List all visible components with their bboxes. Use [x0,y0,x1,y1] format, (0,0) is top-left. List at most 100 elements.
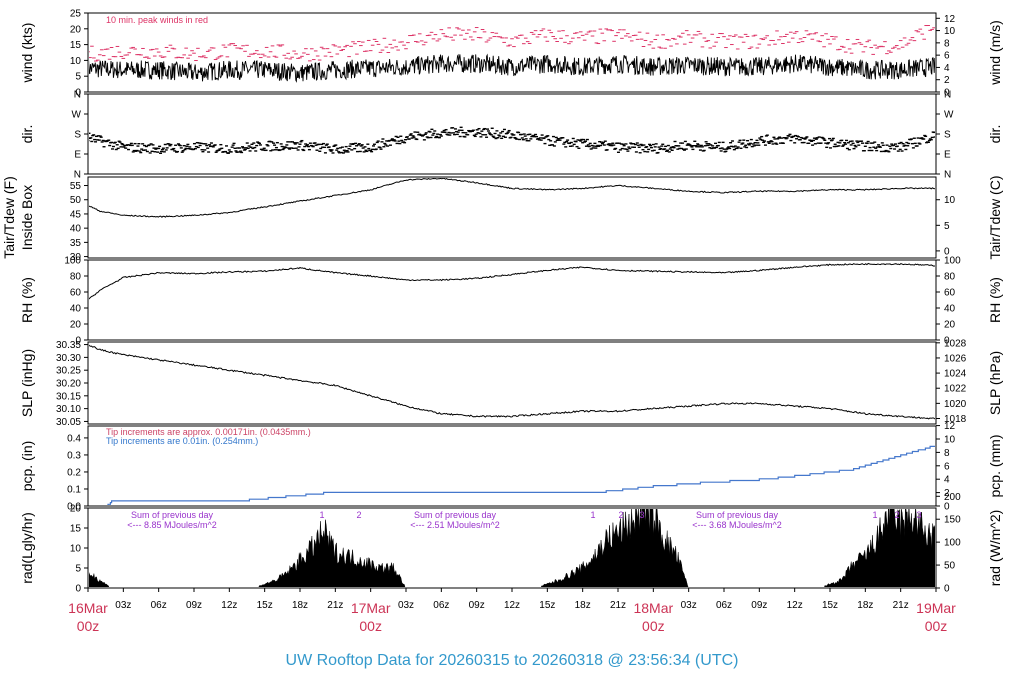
pcp-ytick-label-left: 0.3 [67,450,81,461]
rad-ytick-label-left: 5 [75,564,81,575]
temp-ytick-label-right: 0 [944,246,950,257]
rad-marker: 2 [356,510,361,520]
rh-panel [84,259,940,341]
wind-frame [87,12,937,93]
rad-sum-label: Sum of previous day [131,510,214,520]
pcp-ytick-label-right: 2 [944,488,950,499]
x-tick-label: 21z [893,600,909,611]
pcp-ylabel-right: pcp. (mm) [987,435,1003,498]
x-tick-label: 18z [857,600,873,611]
pcp-ytick-label-left: 0.4 [67,433,81,444]
dir-ytick-label-left: W [72,110,82,121]
slp-ytick-label-left: 30.25 [56,366,81,377]
rad-ytick-label-left: 15 [70,524,82,535]
rh-ylabel-right: RH (%) [987,277,1003,323]
rad-ytick-label-right: 150 [944,515,961,526]
rh-ytick-label-left: 60 [70,288,82,299]
rad-marker: 2 [894,510,899,520]
x-tick-label: 21z [327,600,343,611]
x-tick-label: 21z [610,600,626,611]
rad-series [89,509,935,587]
day-label-date: 18Mar [633,600,673,616]
temp-ytick-label-left: 45 [70,209,82,220]
slp-ytick-label-left: 30.30 [56,353,81,364]
dir-ytick-label-left: N [74,90,81,101]
temp-ylabel-left2: Inside Box [19,185,35,250]
slp-ytick-label-right: 1026 [944,353,967,364]
dir-series [89,126,935,155]
rh-series [89,262,935,300]
rh-ytick-label-right: 40 [944,304,956,315]
rh-ytick-label-left: 80 [70,272,82,283]
temp-ytick-label-left: 40 [70,224,82,235]
dir-panel [84,93,940,175]
x-tick-label: 06z [433,600,449,611]
pcp-ytick-label-right: 8 [944,448,950,459]
rh-ytick-label-right: 100 [944,256,961,267]
slp-series [89,344,935,420]
slp-panel [84,341,940,425]
day-label-date: 19Mar [916,600,956,616]
x-tick-label: 03z [681,600,697,611]
day-label-time: 00z [925,618,948,634]
dir-ylabel-right: dir. [987,125,1003,144]
pcp-ytick-label-right: 6 [944,461,950,472]
wind-ylabel-left: wind (kts) [19,23,35,84]
rh-frame [87,259,937,341]
slp-ytick-label-left: 30.20 [56,379,81,390]
slp-ylabel-right: SLP (hPa) [987,351,1003,415]
rad-marker: 1 [590,510,595,520]
day-label-date: 16Mar [68,600,108,616]
rh-ylabel-left: RH (%) [19,277,35,323]
rh-ytick-label-right: 60 [944,288,956,299]
x-tick-label: 03z [398,600,414,611]
wind-ytick-label-left: 25 [70,9,82,20]
dir-ytick-label-right: W [944,110,954,121]
temp-ylabel-left: Tair/Tdew (F) [1,176,17,258]
wind-ytick-label-right: 10 [944,26,956,37]
wind-ytick-label-left: 10 [70,56,82,67]
day-label-time: 00z [642,618,665,634]
wind-peak-series [89,25,935,62]
rad-sum-value: <--- 2.51 MJoules/m^2 [410,520,500,530]
wind-ytick-label-right: 0 [944,88,950,99]
dir-ytick-label-left: S [74,130,81,141]
dir-ytick-label-right: N [944,170,951,181]
rh-ytick-label-left: 40 [70,304,82,315]
slp-ytick-label-right: 1022 [944,384,967,395]
dir-ytick-label-right: N [944,90,951,101]
day-label-time: 00z [359,618,382,634]
pcp-panel [84,425,940,507]
rad-marker: 3 [916,510,921,520]
pcp-legend-increment: Tip increments are 0.01in. (0.254mm.) [106,436,258,446]
rad-sum-value: <--- 3.68 MJoules/m^2 [692,520,782,530]
slp-ytick-label-right: 1018 [944,414,967,425]
pcp-ytick-label-left: 0.0 [67,502,81,513]
x-tick-label: 15z [257,600,273,611]
rad-ytick-label-left: 20 [70,504,82,515]
temp-ytick-label-right: 10 [944,195,956,206]
temp-ytick-label-left: 30 [70,252,82,263]
rad-ytick-label-right: 50 [944,561,956,572]
x-tick-label: 09z [186,600,202,611]
wind-ytick-label-right: 6 [944,51,950,62]
pcp-ytick-label-right: 10 [944,434,956,445]
x-tick-label: 09z [469,600,485,611]
pcp-ytick-label-right: 4 [944,475,950,486]
slp-frame [87,341,937,425]
rad-marker: 3 [639,510,644,520]
slp-ytick-label-left: 30.10 [56,404,81,415]
rad-ytick-label-left: 10 [70,544,82,555]
pcp-ytick-label-right: 0 [944,502,950,513]
slp-ytick-label-right: 1028 [944,338,967,349]
temp-ytick-label-left: 55 [70,181,82,192]
rh-ytick-label-right: 80 [944,272,956,283]
slp-ytick-label-right: 1024 [944,369,967,380]
rad-marker: 1 [319,510,324,520]
x-tick-label: 12z [504,600,520,611]
x-tick-label: 12z [787,600,803,611]
temp-series [89,178,935,218]
dir-ytick-label-right: S [944,130,951,141]
temp-frame [87,176,937,259]
temp-ylabel-right: Tair/Tdew (C) [987,175,1003,259]
